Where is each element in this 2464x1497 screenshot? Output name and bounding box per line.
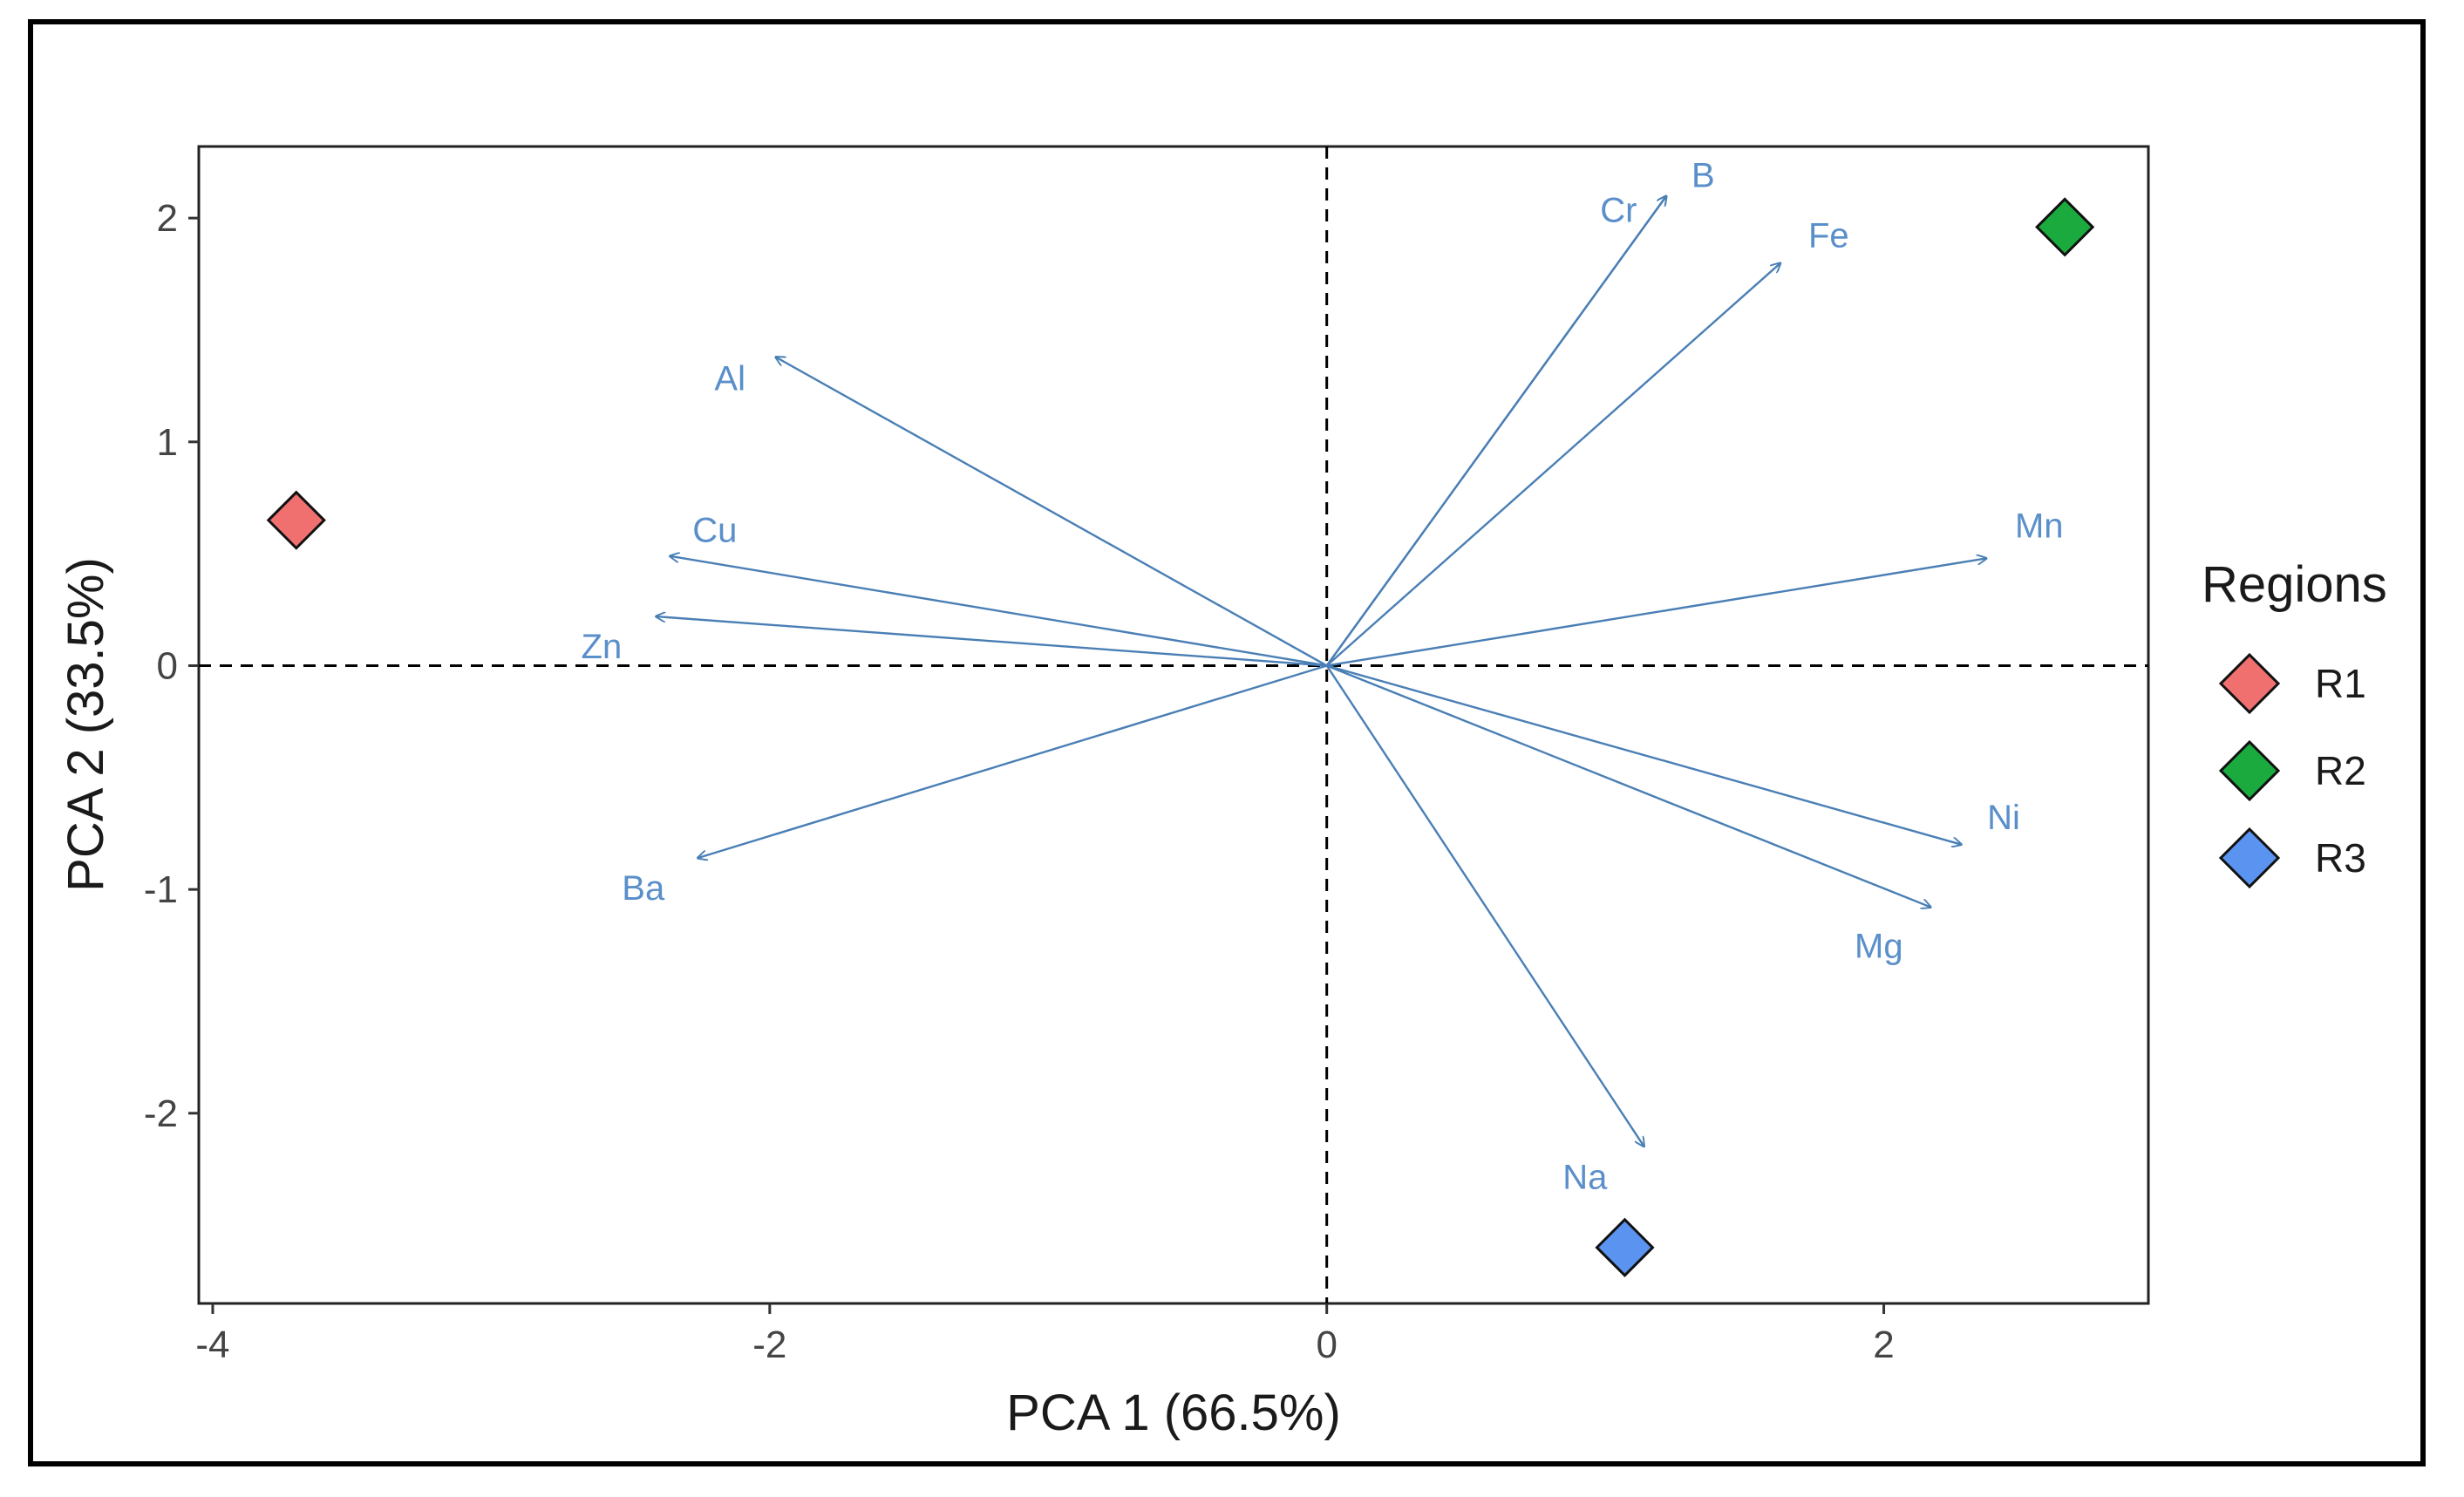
loading-label-na: Na (1562, 1158, 1608, 1196)
loading-arrow-mg (1326, 664, 1931, 907)
loading-arrow-cu (670, 556, 1327, 667)
loading-label-ni: Ni (1987, 799, 2020, 837)
loading-arrow-al (775, 357, 1328, 667)
region-points (266, 197, 2095, 1277)
loading-arrow-ni (1326, 664, 1962, 844)
loading-arrow-zn (656, 616, 1327, 667)
point-r1 (266, 490, 326, 550)
y-tick-label: 2 (157, 197, 178, 240)
loading-label-cu: Cu (692, 512, 737, 550)
loading-arrow-fe (1325, 262, 1781, 667)
loading-label-zn: Zn (582, 628, 623, 666)
x-axis-title: PCA 1 (66.5%) (1006, 1385, 1341, 1441)
loading-arrow-ba (698, 664, 1328, 858)
loading-label-cr: Cr (1600, 191, 1637, 229)
legend-title: Regions (2202, 556, 2387, 613)
legend-label-r3: R3 (2315, 835, 2366, 881)
y-axis: -2 -1 0 1 2 (144, 197, 199, 1135)
y-tick-label: 1 (157, 421, 178, 464)
legend-label-r1: R1 (2315, 661, 2366, 706)
loading-arrows: Cr B Fe Al Cu Zn Mn Ba Ni Mg Na (582, 156, 2064, 1196)
loading-arrow-b (1325, 195, 1667, 667)
legend: Regions R1 R2 R3 (2202, 556, 2387, 889)
legend-key-r1 (2218, 652, 2281, 715)
loading-arrow-mn (1326, 558, 1987, 667)
x-tick-label: -4 (195, 1323, 229, 1366)
x-tick-label: 2 (1873, 1323, 1894, 1366)
x-tick-label: 0 (1316, 1323, 1337, 1366)
plot-panel (197, 145, 2150, 1305)
loading-arrow-na (1325, 664, 1644, 1147)
loading-label-al: Al (714, 359, 745, 398)
loading-label-mn: Mn (2015, 507, 2064, 545)
legend-key-r3 (2218, 827, 2281, 889)
y-tick-label: -1 (144, 868, 178, 911)
point-r3 (1595, 1217, 1655, 1277)
x-tick-label: -2 (752, 1323, 786, 1366)
loading-label-b: B (1691, 156, 1715, 194)
reference-lines (199, 146, 2148, 1303)
loading-label-fe: Fe (1808, 216, 1849, 255)
loading-label-mg: Mg (1855, 928, 1903, 966)
x-axis: -4 -2 0 2 (195, 1303, 1895, 1366)
legend-key-r2 (2218, 739, 2281, 802)
loading-label-ba: Ba (622, 869, 665, 908)
point-r2 (2035, 197, 2095, 257)
legend-label-r2: R2 (2315, 748, 2366, 793)
y-axis-title: PCA 2 (33.5%) (58, 557, 114, 892)
y-tick-label: 0 (157, 644, 178, 687)
y-tick-label: -2 (144, 1092, 178, 1135)
